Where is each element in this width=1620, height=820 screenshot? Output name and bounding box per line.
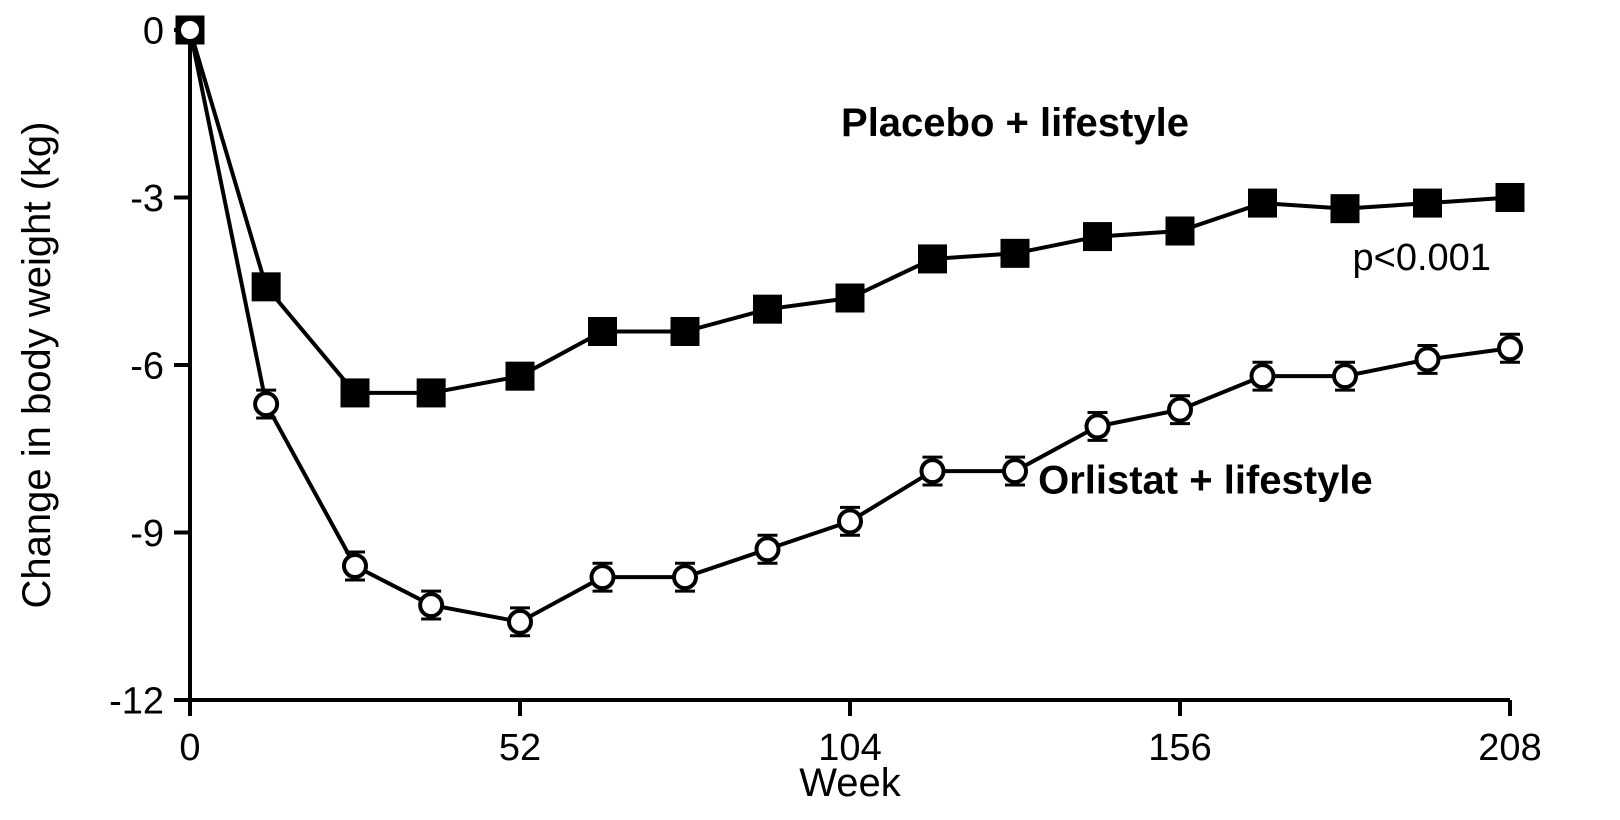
x-tick-label: 0 (179, 727, 200, 769)
marker-circle (1417, 348, 1439, 370)
marker-circle (509, 611, 531, 633)
marker-circle (1169, 399, 1191, 421)
marker-circle (344, 555, 366, 577)
y-tick-label: -9 (130, 513, 164, 555)
marker-square (1331, 195, 1359, 223)
marker-circle (1499, 337, 1521, 359)
x-tick-label: 208 (1478, 727, 1541, 769)
y-tick-label: -12 (109, 680, 164, 722)
marker-square (341, 379, 369, 407)
marker-square (252, 273, 280, 301)
marker-circle (1004, 460, 1026, 482)
weight-change-chart: 0521041562080-3-6-9-12WeekChange in body… (0, 0, 1620, 820)
marker-square (671, 318, 699, 346)
marker-circle (592, 566, 614, 588)
marker-square (836, 284, 864, 312)
marker-square (1084, 223, 1112, 251)
marker-circle (1087, 415, 1109, 437)
marker-square (1414, 189, 1442, 217)
marker-square (1496, 184, 1524, 212)
marker-circle (922, 460, 944, 482)
y-tick-label: 0 (143, 10, 164, 52)
marker-circle (1252, 365, 1274, 387)
marker-circle (1334, 365, 1356, 387)
series-label-placebo: Placebo + lifestyle (841, 101, 1189, 145)
series-label-orlistat: Orlistat + lifestyle (1038, 458, 1373, 502)
marker-square (506, 362, 534, 390)
marker-circle (839, 510, 861, 532)
x-axis-label: Week (799, 761, 902, 805)
marker-square (919, 245, 947, 273)
x-tick-label: 156 (1148, 727, 1211, 769)
marker-circle (420, 594, 442, 616)
marker-circle (757, 538, 779, 560)
marker-square (1249, 189, 1277, 217)
series-line-placebo (190, 30, 1510, 393)
x-tick-label: 52 (499, 727, 541, 769)
p-value-label: p<0.001 (1353, 237, 1491, 279)
marker-square (1166, 217, 1194, 245)
marker-square (1001, 239, 1029, 267)
y-axis-label: Change in body weight (kg) (15, 122, 59, 609)
y-tick-label: -3 (130, 178, 164, 220)
marker-circle (255, 393, 277, 415)
marker-square (754, 295, 782, 323)
marker-circle (179, 19, 201, 41)
y-tick-label: -6 (130, 345, 164, 387)
marker-square (589, 318, 617, 346)
marker-circle (674, 566, 696, 588)
marker-square (417, 379, 445, 407)
